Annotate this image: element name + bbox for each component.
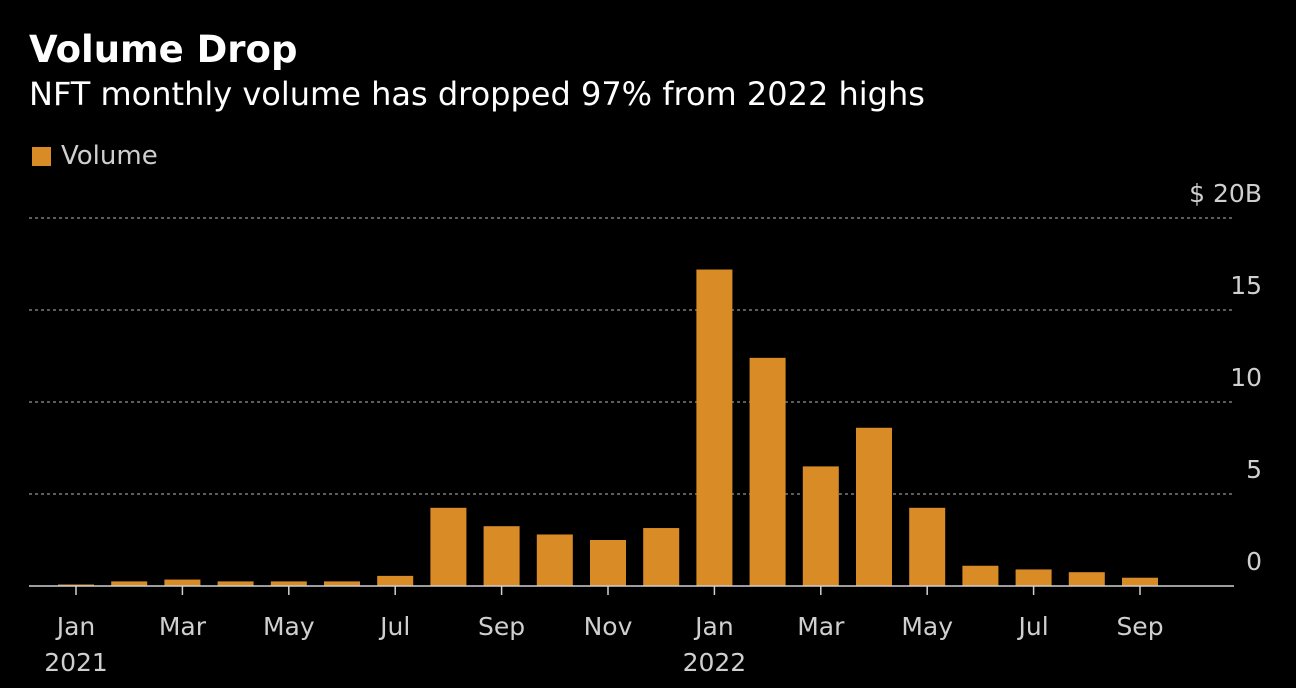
- bar-2021-03: [164, 579, 201, 586]
- gridlines: [29, 217, 1234, 495]
- bar-2021-05: [270, 581, 307, 586]
- y-tick-label-15: 15: [1230, 271, 1262, 300]
- x-year-label-2021: 2021: [44, 648, 108, 677]
- bar-2021-04: [217, 581, 254, 586]
- bar-2022-06: [962, 565, 999, 586]
- x-tick-label-2022-01: Jan: [693, 612, 734, 641]
- x-axis: [29, 585, 1234, 595]
- bar-2021-12: [643, 528, 680, 586]
- x-tick-label-2021-03: Mar: [159, 612, 207, 641]
- bar-2022-01: [696, 269, 733, 586]
- chart-subtitle: NFT monthly volume has dropped 97% from …: [29, 75, 925, 113]
- bar-2022-03: [802, 466, 839, 586]
- x-tick-label-2021-09: Sep: [478, 612, 525, 641]
- x-tick-label-2022-07: Jul: [1017, 612, 1049, 641]
- bar-2022-08: [1068, 572, 1105, 586]
- bar-2021-11: [590, 540, 626, 586]
- bar-2021-10: [536, 534, 573, 586]
- bar-2021-07: [377, 575, 414, 586]
- bar-2022-05: [909, 507, 946, 586]
- y-tick-label-5: 5: [1246, 455, 1262, 484]
- y-tick-label-20: $ 20B: [1189, 179, 1262, 208]
- chart-title: Volume Drop: [29, 28, 298, 71]
- bar-2021-06: [324, 581, 360, 586]
- bar-2022-09: [1122, 577, 1158, 586]
- x-tick-label-2021-05: May: [263, 612, 315, 641]
- x-tick-label-2022-03: Mar: [797, 612, 845, 641]
- y-tick-label-10: 10: [1230, 363, 1262, 392]
- legend-swatch-volume: [32, 146, 51, 166]
- x-tick-label-2021-07: Jul: [378, 612, 410, 641]
- bar-2022-07: [1015, 569, 1052, 586]
- bar-2021-08: [430, 507, 467, 586]
- legend-label-volume: Volume: [61, 141, 158, 171]
- bar-2021-02: [111, 581, 148, 586]
- x-tick-label-2022-05: May: [901, 612, 953, 641]
- bar-2022-04: [856, 427, 892, 586]
- x-tick-label-2022-09: Sep: [1116, 612, 1163, 641]
- bar-2022-02: [749, 357, 786, 586]
- y-tick-label-0: 0: [1246, 547, 1262, 576]
- x-tick-label-2021-11: Nov: [584, 612, 633, 641]
- legend: Volume: [32, 140, 158, 172]
- x-tick-label-2021-01: Jan: [55, 612, 96, 641]
- x-year-label-2022: 2022: [683, 648, 747, 677]
- bar-2021-09: [483, 526, 520, 586]
- bars: [58, 269, 1158, 586]
- y-axis-labels: 0 5 10 15 $ 20B: [1189, 179, 1262, 576]
- x-axis-labels: Jan 2021 Mar May Jul Sep Nov Jan 2022 Mar May Jul Se…: [44, 612, 1163, 677]
